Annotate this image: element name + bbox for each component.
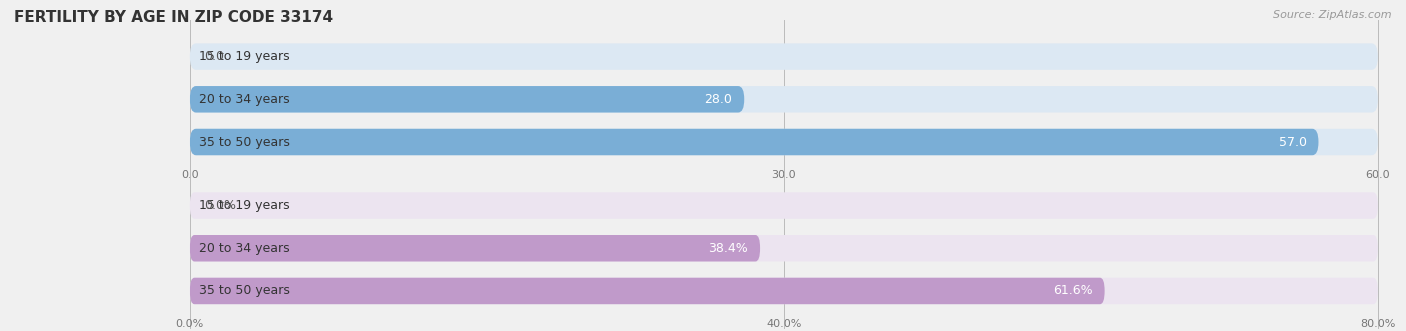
Text: 38.4%: 38.4% bbox=[709, 242, 748, 255]
FancyBboxPatch shape bbox=[190, 129, 1378, 155]
FancyBboxPatch shape bbox=[190, 235, 761, 261]
Text: 35 to 50 years: 35 to 50 years bbox=[200, 284, 290, 298]
Text: 57.0: 57.0 bbox=[1278, 135, 1306, 149]
Text: 35 to 50 years: 35 to 50 years bbox=[200, 135, 290, 149]
Text: 20 to 34 years: 20 to 34 years bbox=[200, 93, 290, 106]
Text: 0.0%: 0.0% bbox=[204, 199, 236, 212]
FancyBboxPatch shape bbox=[190, 129, 1319, 155]
Text: 28.0: 28.0 bbox=[704, 93, 733, 106]
FancyBboxPatch shape bbox=[190, 43, 1378, 70]
FancyBboxPatch shape bbox=[190, 278, 1378, 304]
Text: 15 to 19 years: 15 to 19 years bbox=[200, 50, 290, 63]
Text: 0.0: 0.0 bbox=[204, 50, 224, 63]
FancyBboxPatch shape bbox=[190, 235, 1378, 261]
Text: 20 to 34 years: 20 to 34 years bbox=[200, 242, 290, 255]
FancyBboxPatch shape bbox=[190, 86, 744, 113]
FancyBboxPatch shape bbox=[190, 278, 1105, 304]
Text: 15 to 19 years: 15 to 19 years bbox=[200, 199, 290, 212]
FancyBboxPatch shape bbox=[190, 192, 1378, 219]
FancyBboxPatch shape bbox=[190, 86, 1378, 113]
Text: 61.6%: 61.6% bbox=[1053, 284, 1092, 298]
Text: Source: ZipAtlas.com: Source: ZipAtlas.com bbox=[1274, 10, 1392, 20]
Text: FERTILITY BY AGE IN ZIP CODE 33174: FERTILITY BY AGE IN ZIP CODE 33174 bbox=[14, 10, 333, 25]
